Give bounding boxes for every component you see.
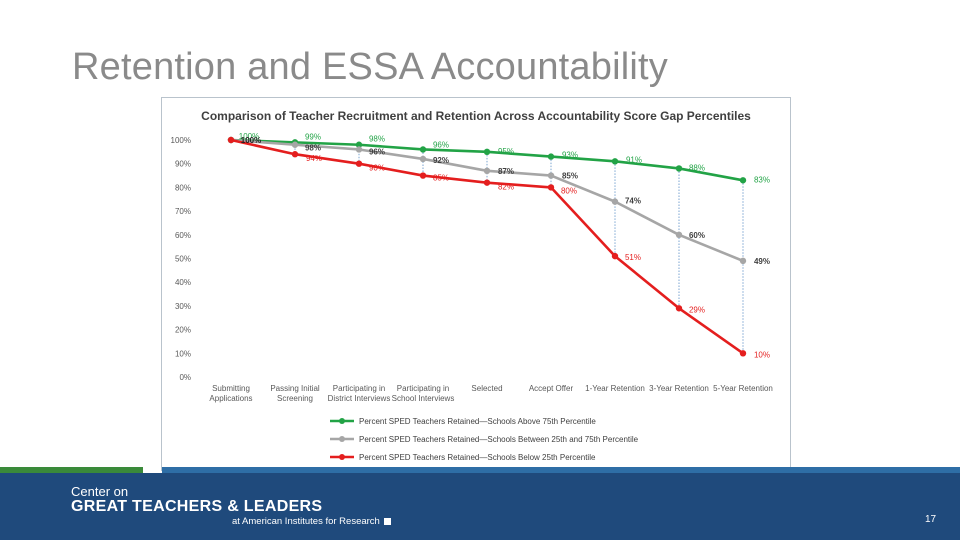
data-point — [739, 350, 747, 357]
data-point — [419, 155, 427, 163]
chart-title: Comparison of Teacher Recruitment and Re… — [201, 109, 751, 123]
y-tick-label: 10% — [175, 349, 191, 358]
x-tick-label: Passing Initial Screening — [270, 384, 320, 403]
x-tick-label: Selected — [471, 384, 502, 393]
data-label: 29% — [689, 305, 705, 314]
data-point — [355, 146, 363, 153]
legend-marker — [339, 436, 345, 442]
data-label: 80% — [561, 186, 577, 195]
y-tick-label: 30% — [175, 302, 191, 311]
y-tick-label: 0% — [179, 373, 191, 382]
data-label: 100% — [241, 136, 261, 145]
data-point — [419, 146, 427, 153]
x-tick-label: Accept Offer — [529, 384, 574, 393]
data-label: 93% — [562, 151, 578, 160]
data-point — [547, 172, 555, 179]
y-tick-label: 50% — [175, 255, 191, 264]
data-point — [483, 167, 491, 175]
data-label: 95% — [498, 147, 514, 156]
footer-org-name: GREAT TEACHERS & LEADERS — [71, 498, 323, 515]
data-label: 92% — [433, 156, 449, 165]
data-label: 100% — [239, 132, 259, 141]
x-tick-label: Participating in District Interviews — [328, 384, 391, 403]
legend-label: Percent SPED Teachers Retained—Schools A… — [359, 417, 596, 426]
y-tick-label: 40% — [175, 278, 191, 287]
data-point — [483, 179, 491, 186]
data-point — [675, 165, 683, 172]
data-point — [355, 160, 363, 167]
data-point — [611, 158, 619, 165]
chart-frame: Comparison of Teacher Recruitment and Re… — [161, 97, 791, 471]
y-tick-label: 70% — [175, 207, 191, 216]
y-tick-label: 80% — [175, 183, 191, 192]
slide-title: Retention and ESSA Accountability — [72, 46, 668, 88]
logo-square-icon — [383, 517, 391, 525]
data-label: 87% — [498, 167, 514, 176]
footer-stripe-blue — [162, 467, 960, 473]
data-label: 85% — [433, 174, 449, 183]
data-label: 85% — [562, 172, 578, 181]
data-point — [227, 136, 235, 144]
x-tick-label: 5-Year Retention — [713, 384, 773, 393]
data-label: 94% — [306, 154, 322, 163]
footer-stripe — [0, 467, 960, 473]
y-tick-label: 20% — [175, 326, 191, 335]
data-point — [547, 184, 555, 191]
legend-label: Percent SPED Teachers Retained—Schools B… — [359, 453, 596, 462]
legend-label: Percent SPED Teachers Retained—Schools B… — [359, 435, 639, 444]
footer-org-line1: Center on — [71, 484, 129, 499]
footer-affiliation-text: at American Institutes for Research — [232, 516, 380, 527]
data-point — [483, 148, 491, 156]
data-point — [611, 198, 619, 205]
data-point — [739, 177, 747, 184]
y-tick-label: 90% — [175, 160, 191, 169]
footer-bar: Center on GREAT TEACHERS & LEADERS at Am… — [0, 473, 960, 540]
x-tick-label: 3-Year Retention — [649, 384, 709, 393]
line-chart: 0% 10% 20% 30% 40% 50% 60% 70% 80% 90% 100% Submitt… — [171, 132, 773, 462]
data-point — [419, 172, 427, 179]
x-tick-label: Submitting Applications — [209, 384, 252, 403]
data-label: 51% — [625, 253, 641, 262]
data-label: 83% — [754, 175, 770, 184]
data-point — [291, 141, 299, 148]
footer-stripe-green — [0, 467, 143, 473]
y-tick-label: 100% — [171, 136, 191, 145]
data-point — [355, 141, 363, 148]
x-tick-label: 1-Year Retention — [585, 384, 645, 393]
data-label: 88% — [689, 163, 705, 172]
data-label: 82% — [498, 183, 514, 192]
data-point — [291, 151, 299, 158]
data-label: 98% — [369, 135, 385, 144]
x-tick-label: Participating in School Interviews — [392, 384, 455, 403]
data-label: 98% — [305, 144, 321, 153]
footer-org-affiliation: at American Institutes for Research — [232, 516, 391, 527]
data-label: 96% — [369, 147, 385, 156]
data-point — [611, 252, 619, 260]
data-label: 91% — [626, 155, 642, 164]
data-label: 74% — [625, 197, 641, 206]
data-point — [675, 231, 683, 238]
data-label: 96% — [433, 140, 449, 149]
legend-marker — [339, 418, 345, 424]
data-point — [547, 153, 555, 160]
data-label: 60% — [689, 231, 705, 240]
page-number: 17 — [925, 514, 937, 525]
data-label: 10% — [754, 350, 770, 359]
y-tick-label: 60% — [175, 231, 191, 240]
data-point — [739, 257, 747, 265]
data-label: 99% — [305, 132, 321, 141]
data-point — [675, 305, 683, 312]
data-label: 49% — [754, 257, 770, 266]
data-label: 90% — [369, 164, 385, 173]
legend-marker — [339, 454, 345, 460]
